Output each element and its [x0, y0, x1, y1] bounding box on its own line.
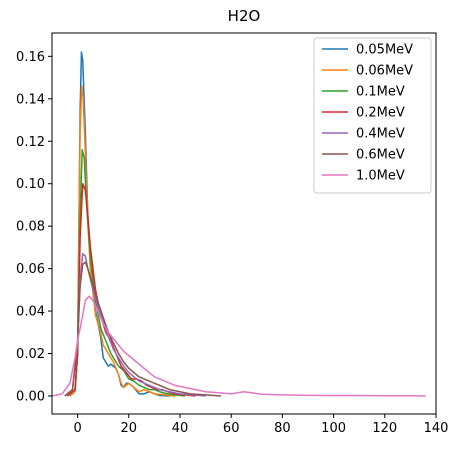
y-tick-label: 0.10 [16, 177, 45, 192]
series-line-5 [64, 261, 222, 397]
x-tick-label: 120 [372, 421, 397, 436]
y-tick-label: 0.08 [16, 220, 45, 235]
legend-entry-label: 1.0MeV [356, 169, 405, 184]
chart-title: H2O [228, 7, 261, 25]
y-tick-label: 0.06 [16, 262, 45, 277]
series-line-2 [66, 148, 186, 397]
axes-frame [51, 32, 437, 415]
legend-entry-label: 0.1MeV [356, 85, 405, 100]
y-axis: 0.00 0.02 0.04 0.06 0.08 0.10 0.12 0.14 0.16 [16, 50, 52, 404]
series-line-6 [51, 295, 426, 397]
x-tick-label: 20 [121, 421, 138, 436]
series-line-0 [69, 51, 170, 397]
x-tick-label: 140 [424, 421, 449, 436]
x-axis: 0 20 40 60 80 100 120 140 [73, 414, 448, 436]
y-tick-label: 0.02 [16, 347, 45, 362]
legend-entry-label: 0.6MeV [356, 148, 405, 163]
y-tick-label: 0.00 [16, 389, 45, 404]
y-tick-label: 0.16 [16, 50, 45, 65]
x-tick-label: 0 [73, 421, 81, 436]
x-tick-label: 60 [223, 421, 240, 436]
series-line-1 [69, 85, 175, 397]
x-tick-label: 100 [321, 421, 346, 436]
plot-area [51, 51, 426, 397]
y-tick-label: 0.14 [16, 92, 45, 107]
y-tick-label: 0.12 [16, 135, 45, 150]
legend-entry-label: 0.4MeV [356, 127, 405, 142]
series-line-4 [64, 253, 206, 397]
x-tick-label: 40 [172, 421, 189, 436]
y-tick-label: 0.04 [16, 305, 45, 320]
x-tick-label: 80 [274, 421, 291, 436]
legend-entry-label: 0.2MeV [356, 106, 405, 121]
legend-entry-label: 0.06MeV [356, 64, 413, 79]
legend: 0.05MeV 0.06MeV 0.1MeV 0.2MeV 0.4MeV 0.6MeV 1.… [313, 37, 432, 194]
legend-entry-label: 0.05MeV [356, 43, 413, 58]
